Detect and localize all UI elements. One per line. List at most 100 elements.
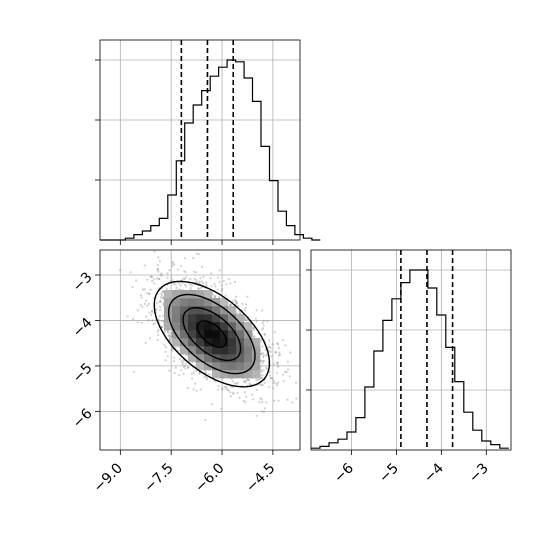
x-tick-label: −4 bbox=[421, 460, 447, 486]
x-tick-label: −5 bbox=[376, 460, 402, 486]
scatter-point bbox=[254, 317, 257, 320]
scatter-point bbox=[156, 268, 159, 271]
scatter-point bbox=[146, 304, 149, 307]
scatter-point bbox=[266, 320, 269, 323]
scatter-point bbox=[233, 298, 236, 301]
scatter-point bbox=[159, 296, 163, 299]
scatter-point bbox=[282, 380, 285, 383]
density-cell bbox=[204, 290, 213, 299]
scatter-point bbox=[164, 346, 167, 349]
scatter-point bbox=[241, 302, 244, 305]
scatter-point bbox=[150, 313, 153, 316]
density-cell bbox=[188, 346, 197, 355]
density-cell bbox=[188, 338, 197, 347]
scatter-point bbox=[245, 303, 248, 306]
scatter-point bbox=[183, 283, 186, 286]
scatter-point bbox=[291, 401, 294, 404]
density-cell bbox=[196, 298, 205, 307]
density-cell bbox=[244, 362, 253, 371]
scatter-point bbox=[158, 309, 162, 312]
scatter-point bbox=[168, 334, 171, 337]
scatter-point bbox=[156, 330, 159, 333]
scatter-point bbox=[190, 372, 193, 375]
scatter-point bbox=[281, 339, 284, 342]
scatter-point bbox=[261, 328, 264, 331]
scatter-point bbox=[199, 277, 202, 280]
scatter-point bbox=[198, 280, 201, 283]
density-cell bbox=[236, 362, 245, 371]
scatter-point bbox=[227, 389, 230, 392]
contour-line bbox=[196, 320, 228, 349]
density-cell bbox=[180, 346, 189, 355]
scatter-point bbox=[214, 294, 217, 298]
scatter-point bbox=[220, 289, 223, 292]
scatter-point bbox=[218, 269, 221, 272]
scatter-point bbox=[145, 315, 148, 318]
scatter-point bbox=[234, 295, 238, 298]
scatter-point bbox=[126, 315, 129, 318]
scatter-point bbox=[148, 292, 151, 295]
scatter-point bbox=[151, 319, 154, 322]
scatter-point bbox=[214, 285, 217, 288]
axes-frame bbox=[99, 39, 301, 241]
density-cell bbox=[188, 298, 197, 307]
density-cell bbox=[228, 362, 237, 371]
scatter-point bbox=[273, 331, 276, 334]
scatter-point bbox=[276, 363, 279, 366]
scatter-point bbox=[149, 275, 152, 278]
scatter-point bbox=[204, 371, 207, 374]
density-cell bbox=[196, 314, 205, 323]
scatter-point bbox=[185, 353, 188, 357]
scatter-point bbox=[159, 274, 162, 277]
scatter-point bbox=[171, 279, 174, 282]
density-cell bbox=[212, 330, 221, 339]
scatter-point bbox=[144, 341, 147, 344]
scatter-point bbox=[247, 378, 250, 382]
y-tick-label: −6 bbox=[70, 406, 96, 432]
scatter-point bbox=[178, 374, 181, 377]
scatter-point bbox=[140, 321, 143, 324]
scatter-point bbox=[213, 295, 216, 298]
scatter-point bbox=[275, 361, 278, 364]
scatter-point bbox=[273, 399, 276, 402]
scatter-point bbox=[244, 309, 247, 312]
scatter-point bbox=[161, 290, 164, 293]
scatter-point bbox=[195, 389, 198, 392]
density-cell bbox=[228, 338, 237, 347]
axes-frame bbox=[99, 249, 301, 451]
y-tick-label: −4 bbox=[70, 315, 96, 341]
scatter-point bbox=[220, 387, 223, 390]
scatter-point bbox=[205, 378, 208, 381]
scatter-point bbox=[323, 381, 325, 383]
scatter-point bbox=[285, 371, 288, 374]
scatter-point bbox=[160, 326, 164, 329]
scatter-point bbox=[205, 283, 208, 286]
scatter-point bbox=[268, 339, 271, 342]
density-cell bbox=[204, 346, 213, 355]
scatter-point bbox=[246, 295, 249, 298]
scatter-point bbox=[147, 302, 150, 305]
scatter-point bbox=[152, 323, 155, 326]
scatter-point bbox=[168, 369, 171, 372]
scatter-point bbox=[157, 318, 160, 321]
density-cell bbox=[204, 362, 213, 371]
density-cell bbox=[244, 338, 253, 347]
scatter-point bbox=[243, 317, 246, 321]
scatter-point bbox=[157, 333, 160, 337]
density-cell bbox=[220, 346, 229, 355]
scatter-point bbox=[132, 370, 135, 373]
density-cell bbox=[244, 322, 253, 331]
density-cell bbox=[220, 322, 229, 331]
scatter-point bbox=[275, 384, 279, 387]
scatter-point bbox=[180, 264, 183, 268]
scatter-point bbox=[264, 353, 267, 356]
scatter-point bbox=[252, 327, 255, 330]
contour-line bbox=[182, 306, 242, 362]
scatter-point bbox=[143, 302, 147, 305]
marginal-histogram-y: −6 −5 −4 −3 bbox=[306, 249, 512, 486]
scatter-point bbox=[261, 400, 264, 404]
scatter-point bbox=[173, 263, 176, 266]
joint-density-panel: −9.0 −7.5 −6.0 −4.5 −3 −4 −5 −6 bbox=[70, 249, 325, 496]
scatter-point bbox=[243, 380, 246, 383]
